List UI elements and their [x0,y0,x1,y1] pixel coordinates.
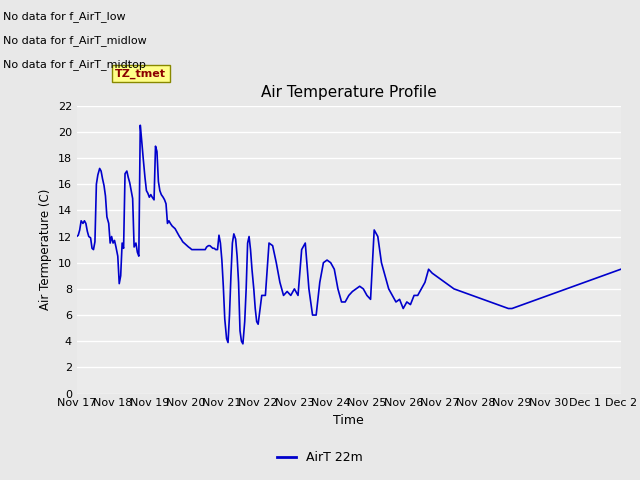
Text: No data for f_AirT_midtop: No data for f_AirT_midtop [3,59,146,70]
Text: No data for f_AirT_midlow: No data for f_AirT_midlow [3,35,147,46]
X-axis label: Time: Time [333,414,364,427]
Text: TZ_tmet: TZ_tmet [115,69,166,79]
Legend: AirT 22m: AirT 22m [272,446,368,469]
Title: Air Temperature Profile: Air Temperature Profile [261,85,436,100]
Y-axis label: Air Termperature (C): Air Termperature (C) [39,189,52,310]
Text: No data for f_AirT_low: No data for f_AirT_low [3,11,126,22]
